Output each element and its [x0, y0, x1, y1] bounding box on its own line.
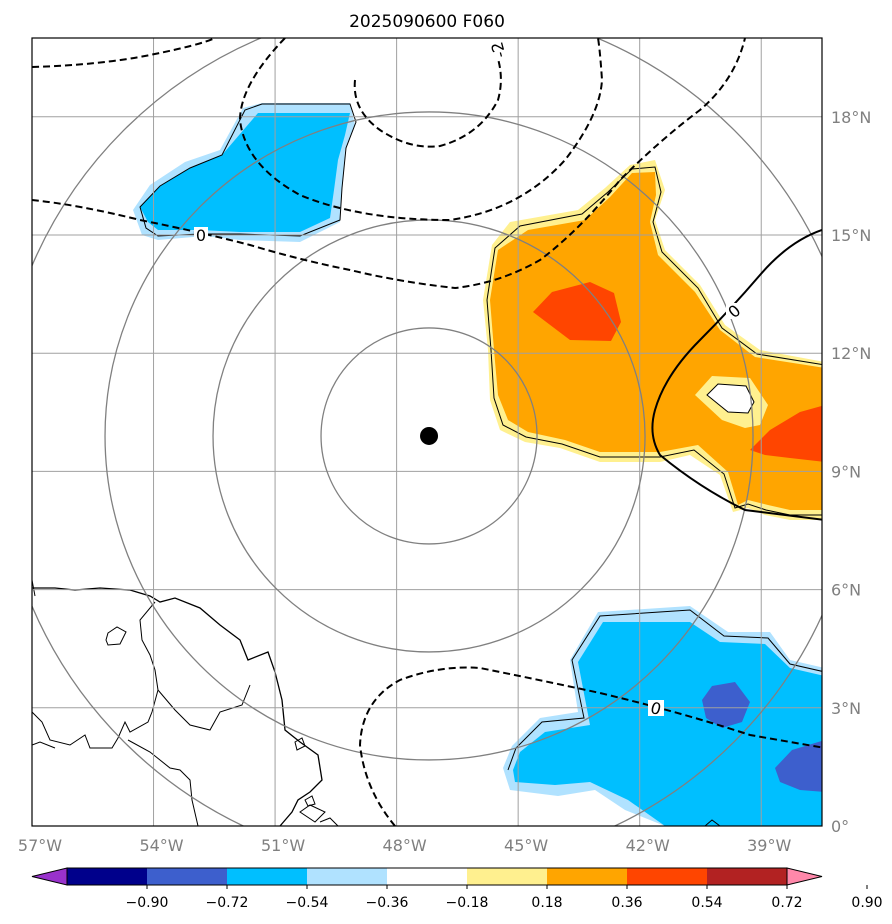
- colorbar-segment: [387, 868, 468, 885]
- lat-tick-label: 6°N: [831, 581, 861, 600]
- anomaly-positive-east: [483, 160, 822, 520]
- colorbar-tick-label: −0.90: [126, 895, 169, 911]
- colorbar-tick-label: 0.90: [851, 895, 882, 911]
- colorbar-extend-low: [31, 867, 68, 886]
- lat-tick-label: 3°N: [831, 699, 861, 718]
- colorbar-segment: [627, 868, 708, 885]
- contour-label: -2: [487, 40, 509, 60]
- colorbar-tick-label: 0.72: [771, 895, 802, 911]
- lat-tick-label: 9°N: [831, 462, 861, 481]
- colorbar-segment: [307, 868, 388, 885]
- contour-solid-zero: [651, 228, 822, 521]
- map-frame: [31, 37, 823, 827]
- lon-tick-label: 42°W: [626, 836, 670, 855]
- latitude-labels: 0° 3°N 6°N 9°N 12°N 15°N 18°N: [831, 108, 871, 836]
- map-panel: 0 0 0 -2: [32, 38, 822, 826]
- range-ring: [104, 111, 754, 761]
- colorbar-segment: [227, 868, 308, 885]
- colorbar-segment: [147, 868, 228, 885]
- colorbar-tick-label: −0.18: [446, 895, 489, 911]
- lat-tick-label: 0°: [831, 817, 849, 836]
- storm-center-marker: [420, 426, 439, 445]
- lat-tick-label: 12°N: [831, 344, 871, 363]
- longitude-labels: 57°W 54°W 51°W 48°W 45°W 42°W 39°W: [18, 836, 792, 855]
- lon-tick-label: 39°W: [747, 836, 791, 855]
- lon-tick-label: 54°W: [139, 836, 183, 855]
- contour-labels: 0 0 0 -2: [194, 40, 744, 719]
- lon-tick-label: 57°W: [18, 836, 62, 855]
- colorbar-segment: [67, 868, 148, 885]
- lon-tick-label: 48°W: [383, 836, 427, 855]
- anomaly-negative-northwest: [133, 103, 357, 242]
- range-ring: [320, 327, 538, 545]
- colorbar-tick-label: −0.54: [286, 895, 329, 911]
- contour-label: 0: [196, 226, 206, 245]
- colorbar-segment: [547, 868, 628, 885]
- colorbar-extend-high: [786, 867, 823, 886]
- colorbar-segment: [467, 868, 548, 885]
- figure-title: 2025090600 F060: [349, 12, 505, 32]
- lon-tick-label: 45°W: [504, 836, 548, 855]
- lat-tick-label: 15°N: [831, 226, 871, 245]
- lat-tick-label: 18°N: [831, 108, 871, 127]
- colorbar-outline: [66, 867, 788, 886]
- colorbar-tick-label: −0.72: [206, 895, 249, 911]
- contour-label: 0: [648, 698, 663, 719]
- gridlines: [32, 38, 822, 826]
- colorbar-tick-label: 0.18: [531, 895, 562, 911]
- colorbar: −0.90 −0.72 −0.54 −0.36 −0.18 0.18 0.36 0.54 0.7…: [31, 867, 883, 911]
- lon-tick-label: 51°W: [261, 836, 305, 855]
- range-rings: [32, 38, 822, 826]
- colorbar-tick-label: −0.36: [366, 895, 409, 911]
- colorbar-tick-label: 0.54: [691, 895, 722, 911]
- range-ring: [212, 219, 646, 653]
- contours-dashed: [32, 38, 822, 826]
- colorbar-tick-label: 0.36: [611, 895, 642, 911]
- colorbar-segment: [707, 868, 788, 885]
